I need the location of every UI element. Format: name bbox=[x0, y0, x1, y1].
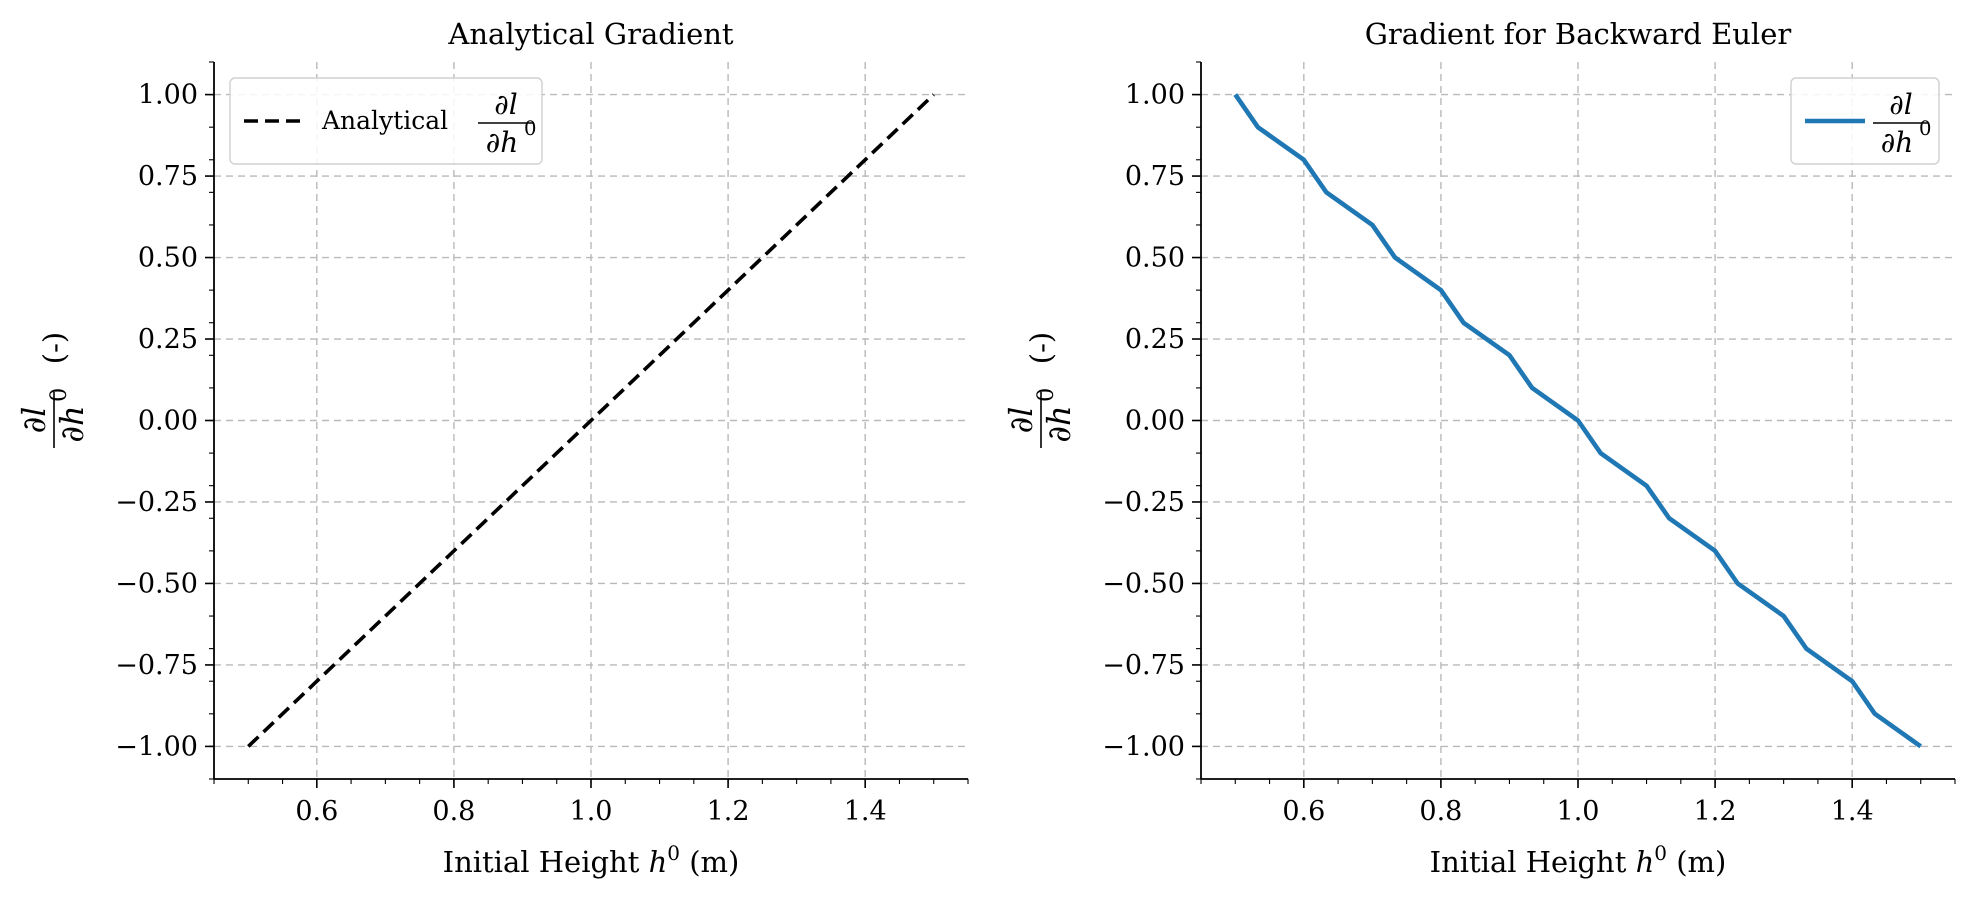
y-tick-label: −0.25 bbox=[115, 487, 198, 518]
x-tick-label: 0.6 bbox=[295, 796, 338, 827]
x-tick-label: 0.8 bbox=[1419, 796, 1462, 827]
legend: ∂l ∂h 0 bbox=[1790, 77, 1940, 165]
x-tick-label: 1.2 bbox=[1694, 796, 1737, 827]
x-tick-label: 0.8 bbox=[432, 796, 475, 827]
y-axis-label-fraction-numerator: ∂l bbox=[1002, 407, 1040, 434]
x-tick-label: 0.6 bbox=[1282, 796, 1325, 827]
legend-fraction: ∂l ∂h 0 bbox=[1873, 88, 1931, 159]
y-tick-label: 0.50 bbox=[138, 243, 198, 274]
y-axis-label-fraction-denominator: ∂h bbox=[53, 405, 91, 442]
legend-fraction-denominator: ∂h bbox=[1881, 126, 1914, 159]
x-tick-label: 1.4 bbox=[1831, 796, 1874, 827]
legend-fraction-numerator: ∂l bbox=[494, 88, 517, 121]
x-tick-label: 1.0 bbox=[1557, 796, 1600, 827]
legend-fraction-denominator-sup: 0 bbox=[1919, 117, 1931, 140]
y-axis-label: ∂l ∂h 0 (-) bbox=[1002, 332, 1078, 448]
y-tick-label: 0.00 bbox=[1125, 406, 1185, 437]
y-tick-label: −1.00 bbox=[1102, 731, 1185, 762]
chart-title: Gradient for Backward Euler bbox=[1365, 17, 1792, 51]
chart-analytical-gradient: Analytical Gradient 0.6 0.8 1.0 1.2 1.4 −1.00 −… bbox=[15, 17, 969, 879]
y-axis-label-unit: (-) bbox=[37, 332, 71, 364]
y-tick-label: −0.50 bbox=[1102, 568, 1185, 599]
y-tick-label: 1.00 bbox=[138, 80, 198, 111]
x-tick-label: 1.2 bbox=[707, 796, 750, 827]
y-tick-label: 0.50 bbox=[1125, 243, 1185, 274]
series-line-analytical bbox=[247, 93, 935, 748]
y-tick-label: −0.75 bbox=[115, 650, 198, 681]
y-tick-label: 0.75 bbox=[138, 161, 198, 192]
chart-backward-euler-gradient: Gradient for Backward Euler 0.6 0.8 1.0 1.2 1… bbox=[1002, 17, 1956, 879]
y-tick-label: 0.25 bbox=[138, 324, 198, 355]
legend: Analytical ∂l ∂h 0 bbox=[229, 77, 543, 165]
y-axis-label-fraction: ∂l ∂h 0 bbox=[15, 388, 91, 448]
y-tick-label: −1.00 bbox=[115, 731, 198, 762]
y-tick-label: −0.75 bbox=[1102, 650, 1185, 681]
y-axis-label-fraction-numerator: ∂l bbox=[15, 407, 53, 434]
x-tick-label: 1.0 bbox=[570, 796, 613, 827]
y-axis-label-fraction-denominator: ∂h bbox=[1040, 405, 1078, 442]
x-axis-label: Initial Height h0 (m) bbox=[1430, 841, 1727, 879]
y-tick-label: 0.25 bbox=[1125, 324, 1185, 355]
legend-fraction-denominator-sup: 0 bbox=[524, 117, 536, 140]
y-axis-label-fraction-denominator-sup: 0 bbox=[46, 388, 72, 402]
y-tick-label: −0.25 bbox=[1102, 487, 1185, 518]
chart-title: Analytical Gradient bbox=[447, 17, 734, 51]
legend-fraction: ∂l ∂h 0 bbox=[478, 88, 536, 159]
y-axis-label-unit: (-) bbox=[1024, 332, 1058, 364]
y-tick-label: 0.75 bbox=[1125, 161, 1185, 192]
y-axis-label: ∂l ∂h 0 (-) bbox=[15, 332, 91, 448]
x-axis-label: Initial Height h0 (m) bbox=[443, 841, 740, 879]
legend-fraction-denominator: ∂h bbox=[486, 126, 519, 159]
legend-fraction-numerator: ∂l bbox=[1889, 88, 1912, 121]
legend-label: Analytical bbox=[321, 106, 448, 135]
y-tick-label: 1.00 bbox=[1125, 80, 1185, 111]
y-tick-label: 0.00 bbox=[138, 406, 198, 437]
y-axis-label-fraction-denominator-sup: 0 bbox=[1033, 388, 1059, 402]
y-axis-label-fraction: ∂l ∂h 0 bbox=[1002, 388, 1078, 448]
x-tick-label: 1.4 bbox=[844, 796, 887, 827]
legend-box bbox=[229, 77, 543, 165]
y-tick-label: −0.50 bbox=[115, 568, 198, 599]
